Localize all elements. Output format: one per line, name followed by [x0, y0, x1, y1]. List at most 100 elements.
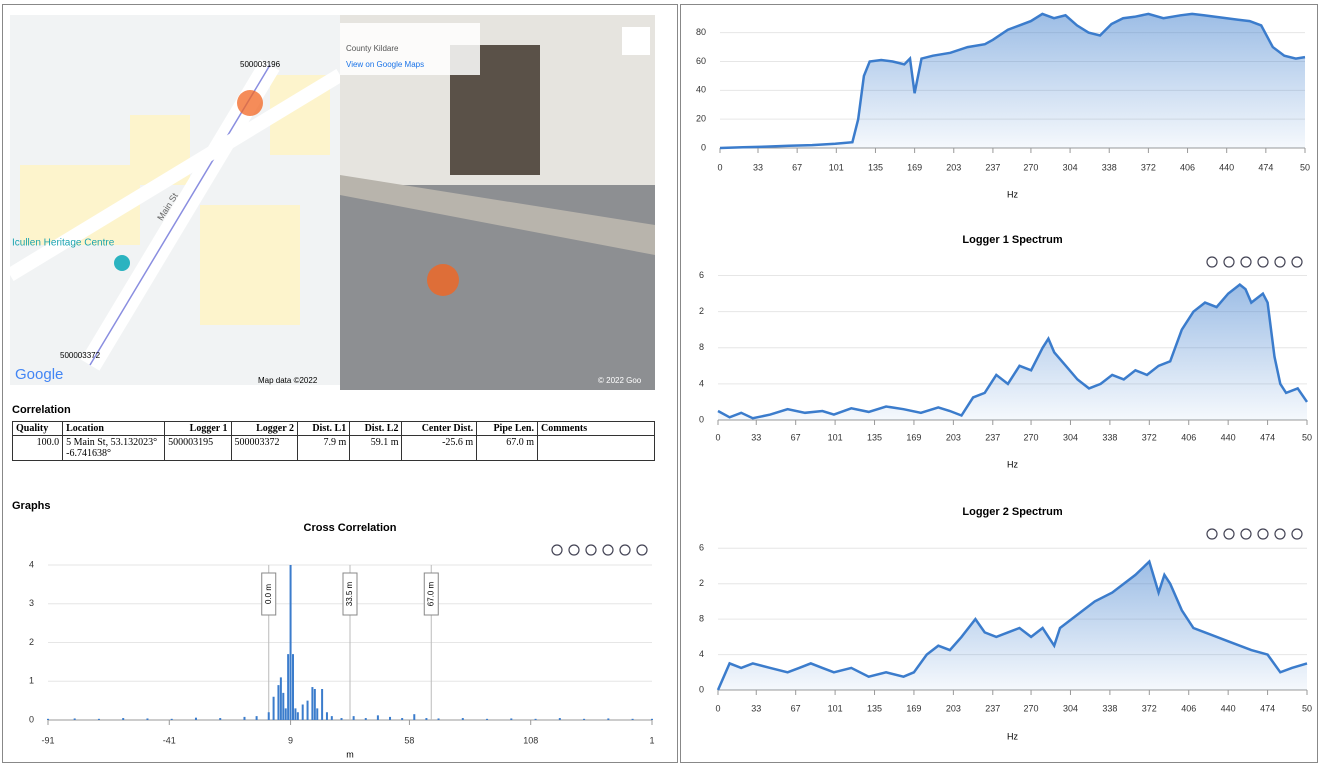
copyright: © 2022 Goo — [598, 376, 642, 385]
header-cell: Center Dist. — [401, 421, 478, 436]
x-tick-label: 304 — [1063, 703, 1078, 713]
bar — [287, 654, 290, 720]
menu-button[interactable] — [1291, 256, 1303, 268]
x-tick-label: 237 — [985, 432, 1000, 442]
x-tick-label: 203 — [946, 432, 961, 442]
leak-spot — [427, 264, 459, 296]
zoom-out-button[interactable] — [1223, 528, 1235, 540]
bar — [413, 714, 416, 720]
section-heading: Graphs — [12, 500, 51, 512]
left-panel — [2, 4, 678, 763]
marker-label-box — [342, 572, 358, 616]
home-button[interactable] — [1274, 528, 1286, 540]
bar — [461, 718, 464, 720]
fullscreen-button[interactable] — [622, 27, 650, 55]
x-tick-label: 135 — [867, 703, 882, 713]
x-tick-label: 237 — [985, 162, 1000, 172]
section-heading: Correlation — [12, 404, 71, 416]
bar — [313, 689, 316, 720]
chart: Logger 2 Spectrum 0 4 8 2 6 0 33 67 101 135 169 203 2… — [699, 506, 1312, 741]
x-tick-label: 474 — [1260, 432, 1275, 442]
place-label: Icullen Heritage Centre — [12, 238, 115, 249]
bar — [47, 718, 49, 720]
pan-button[interactable] — [1257, 528, 1269, 540]
x-tick-label: 372 — [1142, 432, 1157, 442]
header-cell: Logger 1 — [164, 421, 232, 436]
bar — [255, 716, 258, 720]
cell: 100.0 — [11, 435, 64, 461]
bar — [170, 718, 173, 720]
y-tick-label: 3 — [29, 598, 34, 608]
zoom-in-button[interactable] — [1206, 256, 1218, 268]
pan-button[interactable] — [1257, 256, 1269, 268]
road — [10, 69, 344, 281]
bar — [510, 718, 513, 720]
marker-label-box — [261, 572, 277, 616]
y-tick-label: 40 — [696, 85, 706, 95]
link[interactable]: View on Google Maps — [346, 60, 424, 69]
x-axis-label: Hz — [1007, 459, 1018, 469]
menu-button[interactable] — [636, 544, 648, 556]
x-tick-label: 406 — [1181, 432, 1196, 442]
area-fill — [718, 284, 1307, 420]
x-axis-label: Hz — [1007, 189, 1018, 199]
x-tick-label: 33 — [751, 432, 761, 442]
x-tick-label: 67 — [791, 432, 801, 442]
x-tick-label: 169 — [906, 432, 921, 442]
pipe — [89, 64, 271, 366]
menu-button[interactable] — [1291, 528, 1303, 540]
marker-label: 500003196 — [240, 60, 281, 69]
bar — [146, 718, 149, 720]
cell: 67.0 m — [476, 435, 538, 461]
zoom-in-button[interactable] — [1206, 528, 1218, 540]
zoom-button[interactable] — [585, 544, 597, 556]
bar — [364, 718, 367, 720]
cell: 59.1 m — [349, 435, 403, 461]
zoom-out-button[interactable] — [1223, 256, 1235, 268]
x-tick-label: 101 — [829, 162, 844, 172]
marker-id: 500003372 — [60, 351, 101, 360]
x-tick-label: 1 — [649, 735, 654, 745]
y-tick-label: 6 — [699, 270, 704, 280]
y-tick-label: 20 — [696, 114, 706, 124]
x-tick-label: 135 — [867, 432, 882, 442]
x-tick-label: 67 — [792, 162, 802, 172]
marker-label: 67.0 m — [426, 581, 435, 606]
bar — [376, 715, 379, 720]
bar — [291, 654, 294, 720]
home-button[interactable] — [1274, 256, 1286, 268]
bar — [97, 718, 100, 720]
x-tick-label: 270 — [1023, 162, 1038, 172]
zoom-button[interactable] — [1240, 528, 1252, 540]
poi-pin[interactable] — [114, 255, 130, 271]
zoom-button[interactable] — [1240, 256, 1252, 268]
leak-spot — [237, 90, 263, 116]
x-tick-label: 372 — [1141, 162, 1156, 172]
x-tick-label: 0 — [715, 703, 720, 713]
header-row: Quality Location Logger 1 Logger 2 Dist.… — [11, 421, 655, 436]
bar — [194, 717, 197, 720]
chart: 0 20 40 60 80 0 33 67 101 135 169 203 237 270 304 338 37… — [696, 12, 1310, 199]
x-tick-label: 270 — [1024, 432, 1039, 442]
y-tick-label: 2 — [699, 306, 704, 316]
x-tick-label: 9 — [288, 735, 293, 745]
bar — [243, 716, 246, 720]
bar — [352, 716, 355, 720]
x-tick-label: 270 — [1024, 703, 1039, 713]
x-axis-label: m — [346, 749, 354, 759]
cell: 500003372 — [230, 435, 298, 461]
y-tick-label: 60 — [696, 56, 706, 66]
bar — [277, 685, 280, 720]
home-button[interactable] — [619, 544, 631, 556]
y-tick-label: 0 — [701, 142, 706, 152]
zoom-out-button[interactable] — [568, 544, 580, 556]
bar — [289, 565, 292, 720]
x-tick-label: 338 — [1102, 432, 1117, 442]
pan-button[interactable] — [602, 544, 614, 556]
bar — [401, 718, 404, 720]
zoom-in-button[interactable] — [551, 544, 563, 556]
bar — [437, 718, 440, 720]
x-tick-label: 0 — [717, 162, 722, 172]
attribution: Map data ©2022 — [258, 376, 318, 385]
